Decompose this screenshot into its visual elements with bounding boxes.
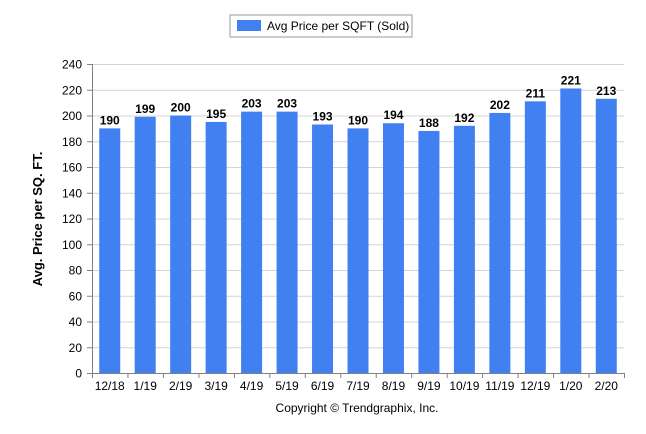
y-tick-label: 120: [62, 212, 82, 226]
y-tick-label: 0: [75, 367, 82, 381]
x-tick-label: 6/19: [311, 379, 335, 393]
axes: [92, 64, 624, 374]
copyright-footer: Copyright © Trendgraphix, Inc.: [276, 401, 439, 415]
bar-value-label: 192: [454, 111, 474, 125]
y-tick-label: 20: [69, 341, 83, 355]
bar: [453, 125, 475, 373]
y-tick-label: 100: [62, 238, 82, 252]
bar: [170, 115, 192, 373]
bar-value-label: 195: [206, 107, 226, 121]
bar: [205, 121, 227, 373]
bar-value-label: 194: [383, 108, 403, 122]
bar-value-label: 199: [135, 102, 155, 116]
legend-swatch: [237, 20, 261, 31]
y-axis-title: Avg. Price per SQ. FT.: [30, 152, 45, 287]
x-tick-label: 8/19: [382, 379, 406, 393]
x-tick-label: 3/19: [204, 379, 228, 393]
y-tick-label: 220: [62, 83, 82, 97]
bar: [347, 128, 369, 373]
y-tick-label: 60: [69, 289, 83, 303]
bar-value-label: 190: [348, 113, 368, 127]
bar-value-label: 213: [596, 84, 616, 98]
bar: [560, 88, 582, 374]
x-tick-label: 10/19: [449, 379, 479, 393]
x-axis-ticks: 12/18 1/19 2/19 3/19 4/19 5/19 6/19 7/19 8/19 9/1…: [92, 373, 625, 393]
x-tick-label: 2/20: [595, 379, 619, 393]
x-tick-label: 12/19: [520, 379, 550, 393]
legend-label: Avg Price per SQFT (Sold): [267, 19, 409, 33]
bar: [312, 124, 334, 373]
y-tick-label: 240: [62, 58, 82, 72]
x-tick-label: 1/20: [559, 379, 583, 393]
y-axis-ticks: 0 20 40 60 80 100 120 140 160 180 200 220 240: [62, 58, 92, 381]
y-tick-label: 40: [69, 315, 83, 329]
bar-value-label: 190: [100, 113, 120, 127]
bar: [382, 123, 404, 373]
y-tick-label: 180: [62, 135, 82, 149]
bar-value-label: 202: [490, 98, 510, 112]
y-tick-label: 160: [62, 161, 82, 175]
legend-box: [229, 14, 413, 38]
bar-value-label: 211: [526, 86, 546, 100]
bar: [418, 130, 440, 373]
x-tick-label: 12/18: [95, 379, 125, 393]
x-tick-label: 2/19: [169, 379, 193, 393]
y-tick-label: 80: [69, 264, 83, 278]
bar-value-label: 203: [277, 97, 297, 111]
bar: [99, 128, 121, 373]
x-tick-label: 9/19: [417, 379, 441, 393]
bar: [276, 111, 298, 373]
x-tick-label: 11/19: [485, 379, 514, 393]
bar-value-label: 200: [171, 101, 191, 115]
x-tick-label: 7/19: [346, 379, 370, 393]
x-tick-label: 1/19: [134, 379, 158, 393]
bar: [489, 112, 511, 374]
bar: [595, 98, 617, 373]
x-tick-label: 5/19: [275, 379, 299, 393]
bars: [99, 88, 617, 374]
data-labels: 190 199 200 195 203 203 193 190 194 188 192 202 211 2…: [100, 73, 617, 129]
bar-value-label: 203: [242, 97, 262, 111]
y-tick-label: 200: [62, 109, 82, 123]
bar-value-label: 221: [561, 73, 581, 87]
y-tick-label: 140: [62, 186, 82, 200]
bar-value-label: 188: [419, 116, 439, 130]
bar: [524, 101, 546, 374]
bar-value-label: 193: [313, 110, 333, 124]
x-tick-label: 4/19: [240, 379, 264, 393]
bar: [241, 111, 263, 373]
bar: [134, 116, 156, 373]
legend: Avg Price per SQFT (Sold): [229, 14, 413, 38]
